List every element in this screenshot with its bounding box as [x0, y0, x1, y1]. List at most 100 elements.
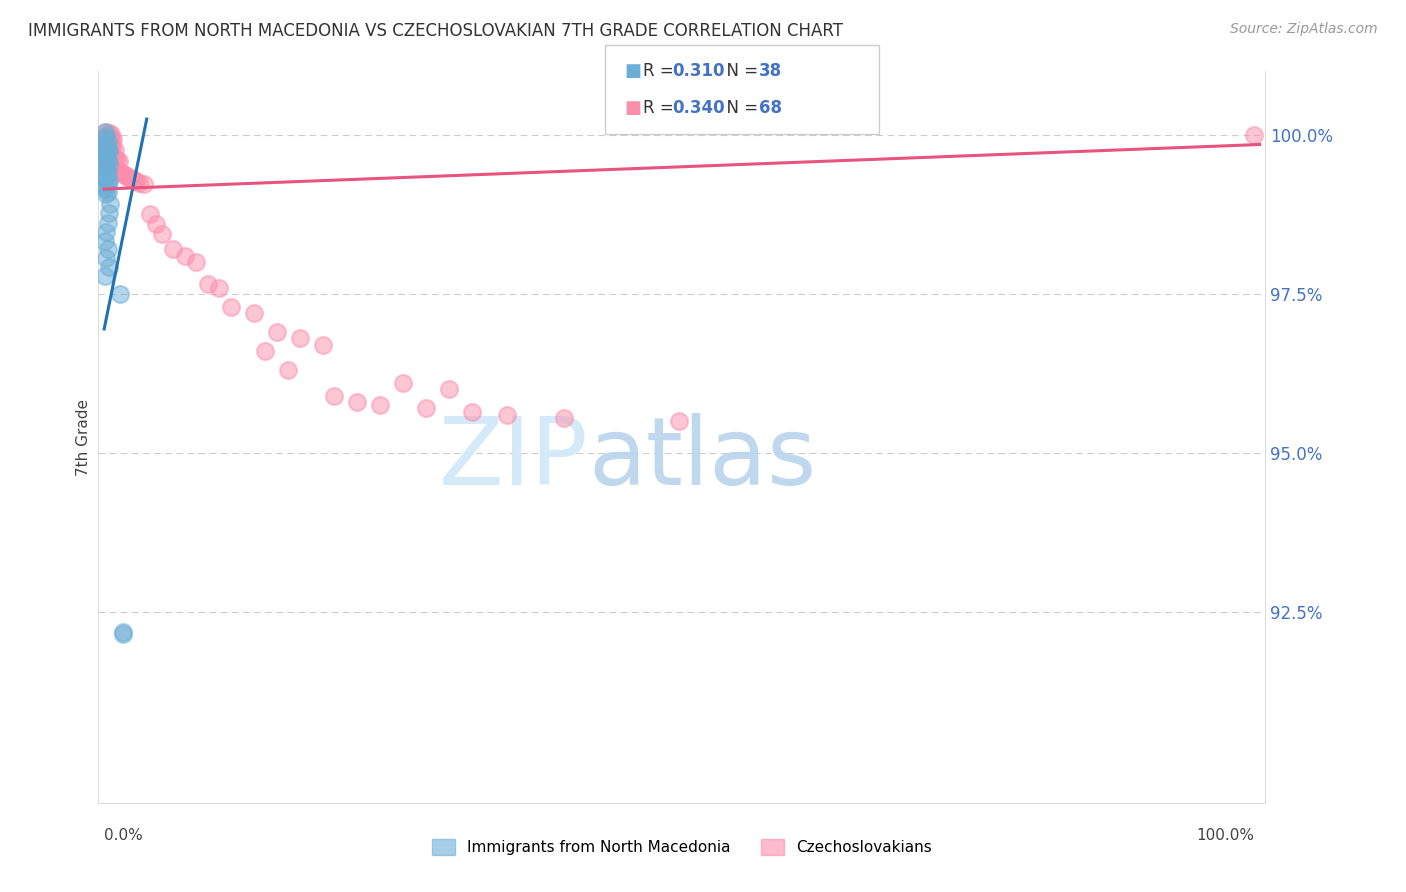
- Text: 100.0%: 100.0%: [1197, 829, 1254, 843]
- Point: [323, 389, 346, 403]
- Point: [97, 126, 120, 140]
- Point: [97, 153, 120, 167]
- Point: [97, 216, 120, 230]
- Point: [437, 383, 460, 397]
- Text: 0.310: 0.310: [672, 62, 724, 79]
- Point: [96, 160, 118, 174]
- Point: [96, 144, 118, 158]
- Point: [97, 144, 120, 158]
- Point: [97, 134, 120, 148]
- Point: [97, 159, 120, 173]
- Point: [97, 156, 120, 170]
- Point: [118, 170, 141, 185]
- Point: [94, 182, 117, 196]
- Point: [122, 173, 145, 187]
- Point: [242, 306, 264, 320]
- Text: Source: ZipAtlas.com: Source: ZipAtlas.com: [1230, 22, 1378, 37]
- Text: ■: ■: [624, 62, 641, 79]
- Text: ■: ■: [624, 99, 641, 117]
- Y-axis label: 7th Grade: 7th Grade: [76, 399, 91, 475]
- Point: [96, 150, 118, 164]
- Point: [96, 179, 118, 194]
- Point: [100, 161, 122, 175]
- Point: [94, 234, 117, 248]
- Text: 0.340: 0.340: [672, 99, 724, 117]
- Point: [197, 277, 219, 292]
- Text: N =: N =: [716, 99, 763, 117]
- Point: [219, 300, 242, 314]
- Point: [97, 147, 120, 161]
- Point: [115, 169, 138, 184]
- Point: [110, 287, 132, 301]
- Point: [101, 136, 124, 151]
- Point: [392, 376, 415, 390]
- Point: [121, 172, 143, 186]
- Point: [94, 138, 117, 153]
- Point: [100, 146, 122, 161]
- Text: R =: R =: [643, 99, 679, 117]
- Point: [101, 141, 124, 155]
- Point: [208, 280, 231, 294]
- Point: [96, 225, 118, 239]
- Point: [114, 168, 136, 182]
- Point: [97, 205, 120, 219]
- Point: [110, 165, 132, 179]
- Point: [97, 174, 120, 188]
- Point: [97, 156, 120, 170]
- Point: [97, 142, 120, 156]
- Point: [98, 135, 121, 149]
- Point: [96, 168, 118, 182]
- Point: [346, 395, 368, 409]
- Point: [277, 363, 299, 377]
- Point: [96, 145, 118, 160]
- Point: [94, 137, 117, 152]
- Point: [97, 145, 120, 160]
- Text: 38: 38: [759, 62, 782, 79]
- Point: [96, 137, 118, 152]
- Point: [553, 411, 575, 425]
- Point: [96, 128, 118, 143]
- Text: ZIP: ZIP: [439, 413, 589, 505]
- Text: R =: R =: [643, 62, 679, 79]
- Point: [108, 154, 131, 169]
- Point: [97, 177, 120, 191]
- Text: atlas: atlas: [589, 413, 817, 505]
- Point: [1243, 128, 1265, 142]
- Point: [266, 325, 288, 339]
- Point: [254, 344, 277, 359]
- Point: [94, 125, 117, 139]
- Point: [162, 243, 184, 257]
- Point: [103, 132, 125, 146]
- Point: [128, 176, 150, 190]
- Text: N =: N =: [716, 62, 763, 79]
- Point: [495, 408, 517, 422]
- Point: [94, 132, 117, 146]
- Point: [96, 187, 118, 202]
- Point: [96, 158, 118, 172]
- Point: [100, 128, 122, 142]
- Point: [173, 249, 195, 263]
- Point: [94, 269, 117, 284]
- Point: [96, 129, 118, 144]
- Point: [139, 207, 162, 221]
- Point: [97, 129, 120, 144]
- Text: 68: 68: [759, 99, 782, 117]
- Text: IMMIGRANTS FROM NORTH MACEDONIA VS CZECHOSLOVAKIAN 7TH GRADE CORRELATION CHART: IMMIGRANTS FROM NORTH MACEDONIA VS CZECH…: [28, 22, 844, 40]
- Point: [134, 177, 156, 191]
- Point: [111, 167, 134, 181]
- Point: [368, 398, 391, 412]
- Point: [94, 155, 117, 169]
- Point: [97, 243, 120, 257]
- Point: [98, 196, 121, 211]
- Point: [111, 627, 134, 641]
- Text: 0.0%: 0.0%: [104, 829, 143, 843]
- Point: [311, 338, 333, 352]
- Point: [668, 414, 690, 428]
- Point: [96, 125, 118, 139]
- Point: [97, 185, 120, 199]
- Point: [103, 143, 125, 157]
- Point: [94, 162, 117, 177]
- Point: [98, 149, 121, 163]
- Point: [97, 134, 120, 148]
- Point: [461, 404, 484, 418]
